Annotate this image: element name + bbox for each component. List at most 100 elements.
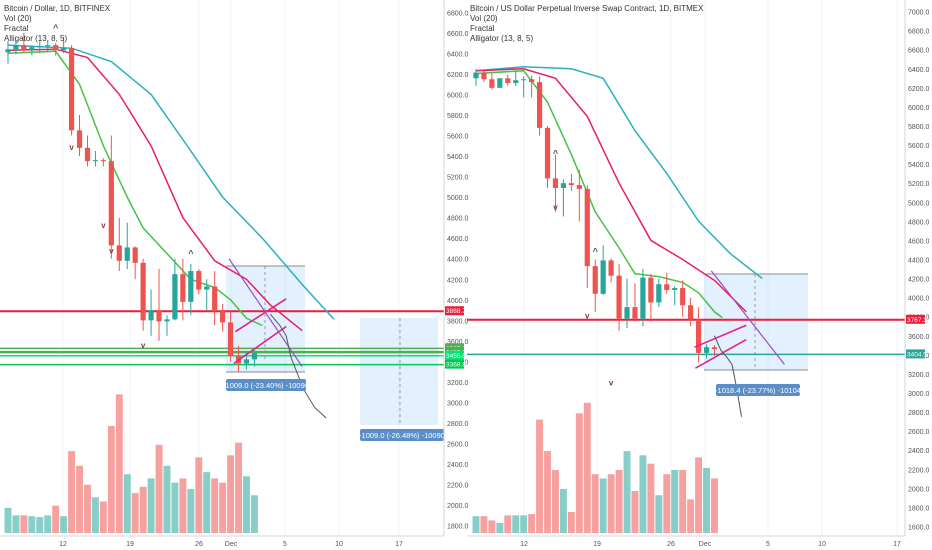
chart1-candle [196,271,202,290]
chart1-volume-bar [60,516,68,533]
chart2-candle [489,79,495,88]
chart1-price-tick: 4200.0 [447,277,469,284]
chart2-price-tick: 6200.0 [908,86,930,93]
chart2-candle [544,127,551,179]
chart2-price-tick: 4600.0 [908,238,930,245]
chart1-volume-bar [211,478,219,533]
chart1-price-tick: 5400.0 [447,154,469,161]
chart2-price-label: 3767.3 [907,317,927,324]
chart1-price-tick: 1800.0 [447,524,469,531]
chart1-candle [53,45,59,51]
chart2-alligator-teeth [475,68,747,313]
chart1-measure-label-bg [226,379,306,391]
chart2-price-label: 3404.5 [907,351,927,358]
chart2-date-tick: 12 [520,541,528,548]
chart2-measure-label-bg [716,384,800,396]
chart1-price-tick: 4400.0 [447,257,469,264]
chart1-fractal-down: v [109,247,114,256]
chart1-candle [172,274,178,320]
chart2-channel-lower [695,338,747,369]
chart2-price-label-bg [906,349,925,359]
chart1-indicator-fractal: Fractal [4,24,29,33]
chart2-candle [664,284,670,290]
chart1-alligator-lips [7,50,263,327]
chart2-fractal-down: v [585,312,590,321]
chart2-candle [688,305,694,320]
chart2-fractal-up: ^ [553,148,559,158]
chart1-price-tick: 4000.0 [447,298,469,305]
chart2-candle [584,188,590,267]
chart1-volume-bar [99,501,107,533]
chart2-volume-bar [528,514,536,533]
chart2-candle [473,72,479,79]
chart1-price-tick: 5600.0 [447,134,469,141]
chart2-volume-bar [512,515,520,533]
chart2-date-tick: Dec [699,541,712,548]
chart2-volume-bar [559,488,567,533]
chart1-volume-bar [219,482,227,533]
chart1-price-tick: 6000.0 [447,92,469,99]
chart2-candle [560,183,567,188]
chart1-price-tick: 5800.0 [447,113,469,120]
chart2-candle [711,347,718,350]
chart1-date-tick: 19 [126,541,134,548]
chart1-fractal-down: v [141,341,146,350]
chart1-volume-bar [163,465,171,533]
chart1-volume-bar [131,493,139,533]
chart2-price-tick: 5000.0 [908,200,930,207]
chart1-volume-bar [4,507,12,533]
chart2-volume-bar [711,478,718,533]
chart2-price-tick: 2800.0 [908,410,930,417]
chart1-measure-label-bg [360,429,444,441]
chart2-indicator-vol: Vol (20) [470,14,498,23]
chart2-title-block: Bitcoin / US Dollar Perpetual Inverse Sw… [470,4,703,44]
chart2-candle [521,79,527,81]
chart1-channel-lower [233,325,287,365]
chart1-date-tick: 12 [59,541,67,548]
chart2-price-tick: 6400.0 [908,67,930,74]
chart1-fractal-down: v [69,143,74,152]
chart2-price-tick: 2000.0 [908,486,930,493]
chart1-volume-bar [84,484,91,533]
chart1-volume-bar [44,515,52,533]
chart1-volume-bar [171,482,179,533]
chart2-candle [592,266,598,294]
chart2-alligator-lips [475,69,723,319]
chart2-volume-bar [496,522,504,533]
chart2-candle [513,80,519,84]
chart1-candle [156,310,162,322]
chart1-date-tick: 5 [283,541,287,548]
chart2-volume-bar [591,474,599,533]
chart1-price-tick: 2000.0 [447,503,469,510]
chart1-price-label: 3455.0 [446,353,466,360]
chart1-date-tick: Dec [225,541,238,548]
chart1-price-tick: 5000.0 [447,195,469,202]
chart1-price-tick: 6600.0 [447,31,469,38]
chart2-indicator-fractal: Fractal [470,24,495,33]
chart1-date-tick: 26 [195,541,203,548]
chart2-volume-bar [488,520,496,533]
chart2-date-tick: 10 [818,541,826,548]
chart1-price-tick: 6800.0 [447,10,469,17]
chart1-candle [243,359,250,364]
chart1-fractal-down: v [101,221,106,230]
chart1-volume-bar [76,465,83,533]
chart1-price-tick: 5200.0 [447,175,469,182]
chart2-volume-bar [583,402,591,533]
chart2-volume-bar [607,474,615,533]
chart1-candle [61,48,67,51]
chart1-plot: ^ ^ v v v v -1009.0 (-23.40%) -10090 -1009.0 (-… [0,0,469,548]
chart1-candle [140,262,146,321]
chart2-price-tick: 2600.0 [908,429,930,436]
chart2-price-tick: 2200.0 [908,467,930,474]
chart2-volume-bar [544,451,551,533]
chart2-volume-bar [615,470,623,533]
chart1-price-label-bg [445,350,464,360]
chart2-volume-bar [599,478,607,533]
chart1-volume-bar [36,517,44,533]
chart1-candle [37,46,43,48]
chart2-volume-bar [504,515,512,533]
chart1-volume-bar [52,505,60,533]
chart2-volume-bar [647,463,655,533]
